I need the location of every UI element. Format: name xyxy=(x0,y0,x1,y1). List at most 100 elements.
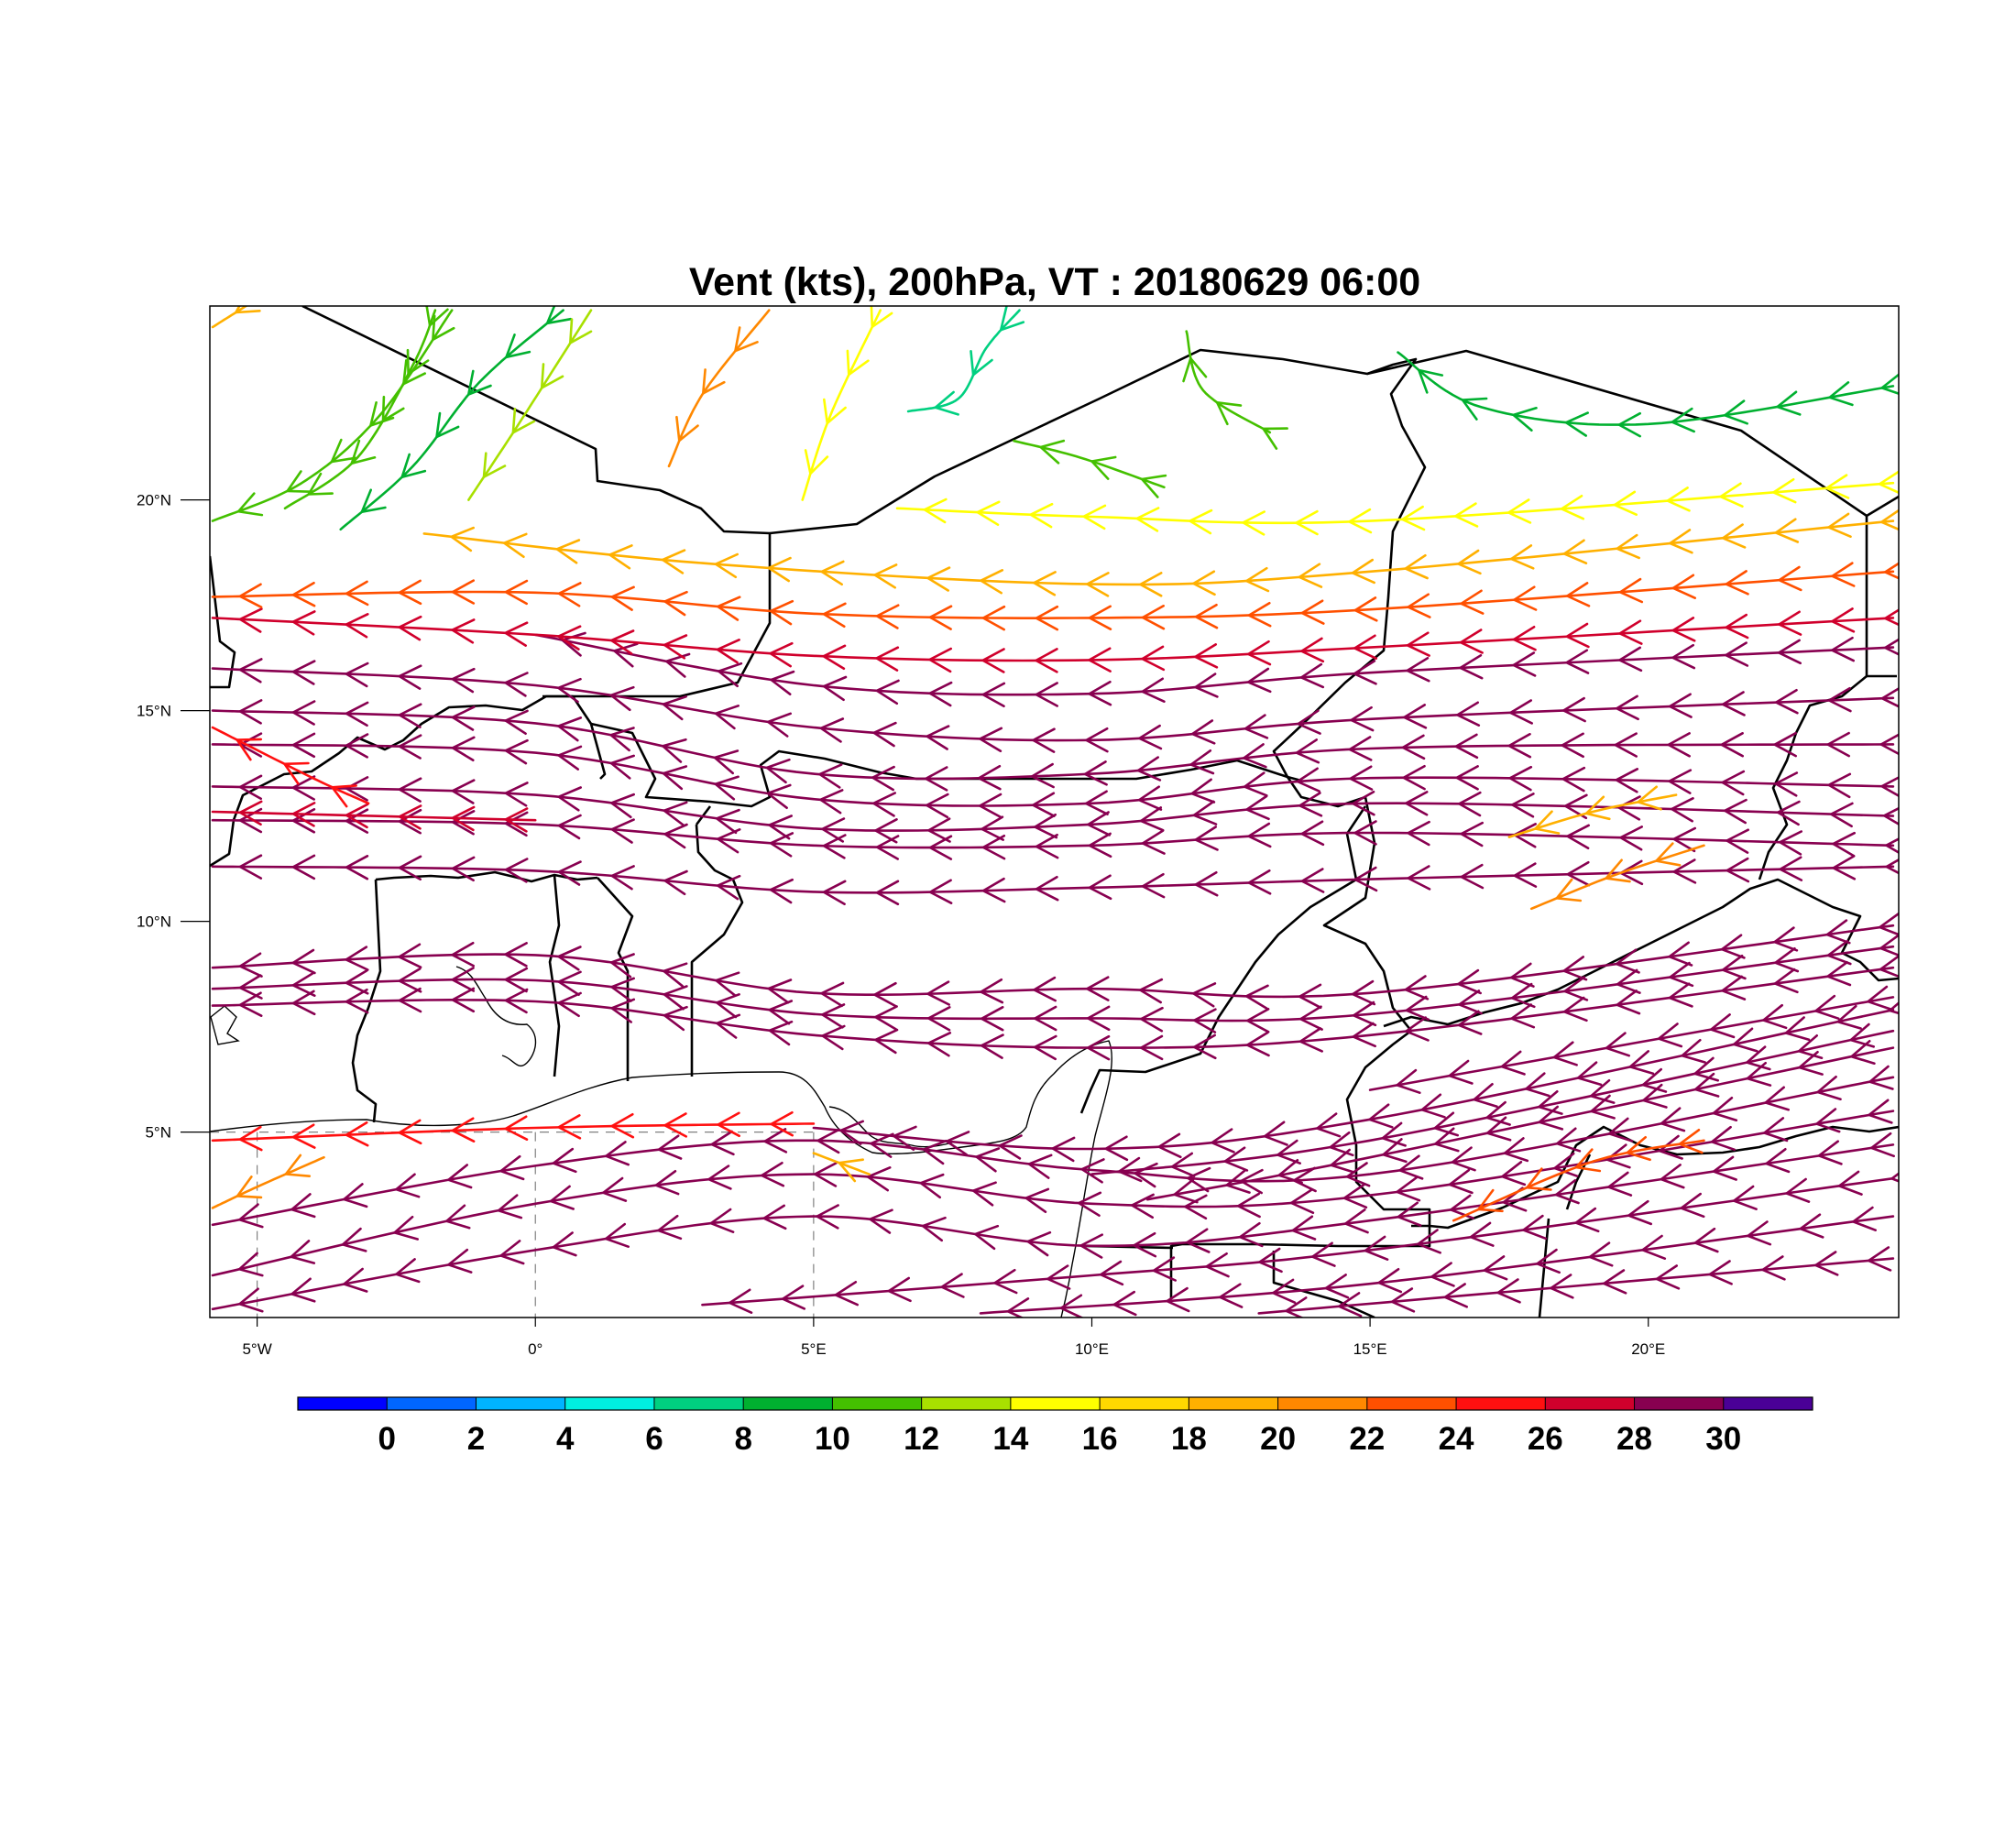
streamline-path xyxy=(211,1155,325,1209)
streamline xyxy=(211,1154,325,1209)
streamline xyxy=(1145,1040,1895,1204)
streamline xyxy=(211,1110,816,1152)
colorbar-swatch xyxy=(1100,1397,1189,1410)
streamline xyxy=(1529,842,1705,911)
colorbar-label: 22 xyxy=(1349,1421,1385,1457)
streamline-path xyxy=(211,726,370,805)
colorbar-label: 26 xyxy=(1528,1421,1563,1457)
streamline-arrows xyxy=(1118,1022,1875,1183)
colorbar-swatch xyxy=(1277,1397,1368,1410)
map-axes: 5°W 0° 5°E 10°E 15°E 20°E 5°N 10°N 15°N 20°N xyxy=(137,492,1665,1358)
streamline-path xyxy=(422,519,1895,586)
streamline-arrows xyxy=(238,912,1899,1010)
streamline xyxy=(1182,330,1288,450)
lat-tick-label: 5°N xyxy=(145,1124,171,1142)
streamline-path xyxy=(1090,1029,1895,1175)
streamline xyxy=(211,854,1899,906)
colorbar-label: 16 xyxy=(1082,1421,1118,1457)
streamline-arrows xyxy=(1006,1206,1877,1318)
streamline xyxy=(211,658,1899,753)
border-togo-benin xyxy=(597,877,634,1081)
streamline-path xyxy=(211,818,1895,849)
colorbar-label: 6 xyxy=(645,1421,663,1457)
streamline-path xyxy=(211,709,1895,781)
streamline-path xyxy=(211,1143,1895,1311)
border-niger-nigeria xyxy=(590,722,1302,808)
streamline xyxy=(1507,785,1678,838)
streamline xyxy=(801,306,893,501)
border-libya-chad-egypt-sudan xyxy=(1366,349,1897,678)
colorbar-swatch xyxy=(1634,1397,1725,1410)
streamline xyxy=(1368,985,1895,1094)
lon-tick-label: 0° xyxy=(528,1340,542,1358)
coastline-gulf-of-guinea xyxy=(210,1040,1112,1318)
streamlines xyxy=(211,306,1899,1318)
streamline xyxy=(422,508,1899,597)
streamline-path xyxy=(211,924,1895,999)
border-chad-sudan-east xyxy=(1758,674,1868,880)
colorbar-label: 20 xyxy=(1260,1421,1296,1457)
streamline-path xyxy=(211,743,1895,807)
lat-tick-label: 15°N xyxy=(137,703,171,720)
streamline xyxy=(211,306,261,329)
streamline xyxy=(211,954,1899,1061)
colorbar-swatch xyxy=(387,1397,477,1410)
map-plot-area xyxy=(210,306,1899,1318)
streamline-arrows xyxy=(729,1170,1899,1314)
lon-tick-label: 20°E xyxy=(1631,1340,1665,1358)
streamline xyxy=(979,1206,1895,1318)
streamline-path xyxy=(211,309,454,522)
streamline-arrows xyxy=(238,607,1899,673)
colorbar-label: 24 xyxy=(1439,1421,1474,1457)
streamline-arrows xyxy=(804,306,893,476)
streamline-path xyxy=(339,309,564,531)
streamline xyxy=(339,306,573,531)
streamline-arrows xyxy=(450,508,1899,597)
lon-tick-label: 5°W xyxy=(242,1340,271,1358)
streamline-path xyxy=(1507,793,1678,838)
border-mali-burkina-niger xyxy=(210,694,607,868)
streamline-arrows xyxy=(238,658,1899,753)
streamline-path xyxy=(1529,844,1705,911)
colorbar-swatch xyxy=(1010,1397,1101,1410)
streamline xyxy=(1397,351,1899,438)
colorbar-label: 28 xyxy=(1616,1421,1652,1457)
streamline xyxy=(1257,1246,1895,1318)
streamline-arrows xyxy=(1173,1040,1876,1204)
streamline xyxy=(211,562,1899,631)
streamline-arrows xyxy=(236,314,455,517)
map-frame xyxy=(209,305,1900,1318)
streamline-arrows xyxy=(238,1065,1894,1229)
border-sudan-chad xyxy=(1866,495,1899,518)
colorbar-label: 14 xyxy=(992,1421,1028,1457)
streamline xyxy=(211,1065,1895,1229)
streamline-arrows xyxy=(238,1110,794,1152)
streamline-arrows xyxy=(1396,985,1892,1094)
streamline-arrows xyxy=(1418,368,1899,438)
streamline xyxy=(1090,1022,1895,1183)
streamline-arrows xyxy=(238,854,1899,906)
streamline-arrows xyxy=(1534,785,1662,835)
streamline xyxy=(1452,1129,1705,1222)
colorbar-swatch xyxy=(1189,1397,1279,1410)
streamline xyxy=(667,309,771,468)
streamline-arrows xyxy=(238,774,1899,844)
streamline-path xyxy=(211,865,1895,894)
streamline-arrows xyxy=(238,934,1899,1033)
colorbar-label: 30 xyxy=(1705,1421,1741,1457)
lat-tick-label: 20°N xyxy=(137,492,171,509)
streamline-path xyxy=(211,667,1895,742)
streamline-arrows xyxy=(236,738,357,808)
streamline-path xyxy=(211,945,1895,1022)
streamline-arrows xyxy=(307,306,449,496)
border-nigeria-cameroon xyxy=(1079,805,1367,1114)
colorbar-swatch xyxy=(921,1397,1012,1410)
colorbar-label: 0 xyxy=(378,1421,396,1457)
streamline-path xyxy=(701,1176,1895,1307)
streamline-arrows xyxy=(360,306,573,513)
border-ghana-togo xyxy=(548,874,561,1077)
streamline-arrows xyxy=(934,306,1025,416)
colorbar-swatch xyxy=(564,1397,655,1410)
